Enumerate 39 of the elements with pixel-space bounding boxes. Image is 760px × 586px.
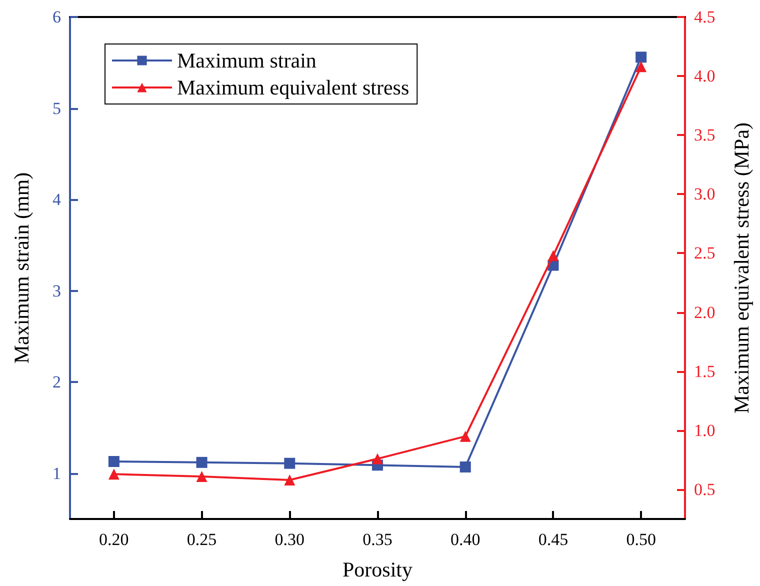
x-tick-label: 0.40	[450, 530, 480, 549]
y2-tick-label: 4.0	[694, 66, 716, 86]
y-tick-label: 5	[52, 98, 61, 118]
point	[284, 458, 296, 469]
point	[636, 52, 647, 63]
y2-tick-label: 1.5	[694, 362, 716, 381]
point	[460, 461, 471, 472]
point	[636, 61, 647, 72]
x-axis-title: Porosity	[342, 558, 414, 582]
legend-label: Maximum strain	[177, 48, 317, 72]
x-tick-label: 0.35	[362, 530, 392, 549]
point	[548, 250, 559, 262]
point	[372, 453, 383, 464]
y-tick-label: 4	[52, 190, 62, 210]
point	[196, 470, 208, 482]
y-tick-label: 3	[52, 281, 61, 300]
y2-tick-label: 3.5	[694, 126, 716, 145]
point	[108, 456, 120, 467]
y-tick-label: 1	[52, 464, 61, 483]
y-tick-label: 6	[52, 8, 61, 26]
point	[460, 430, 471, 442]
y2-tick-label: 2.5	[694, 244, 716, 263]
point	[196, 456, 208, 468]
x-tick-label: 0.30	[274, 530, 305, 549]
y2-tick-label: 3.0	[694, 184, 716, 204]
y2-tick-label: 0.5	[694, 480, 716, 499]
point	[108, 468, 120, 480]
y-tick-label: 2	[52, 372, 61, 392]
y2-axis-title: Maximum equivalent stress (MPa)	[730, 122, 754, 414]
x-tick-label: 0.50	[626, 530, 656, 549]
y2-tick-label: 4.5	[694, 8, 716, 26]
x-tick-label: 0.25	[186, 530, 217, 549]
x-tick-label: 0.45	[538, 530, 568, 549]
y2-tick-label: 1.0	[694, 420, 716, 440]
point	[284, 474, 296, 486]
y-axis-title: Maximum strain (mm)	[10, 172, 34, 364]
y2-tick-label: 2.0	[694, 302, 716, 322]
x-tick-label: 0.20	[99, 530, 129, 549]
legend-label: Maximum equivalent stress	[177, 76, 410, 100]
